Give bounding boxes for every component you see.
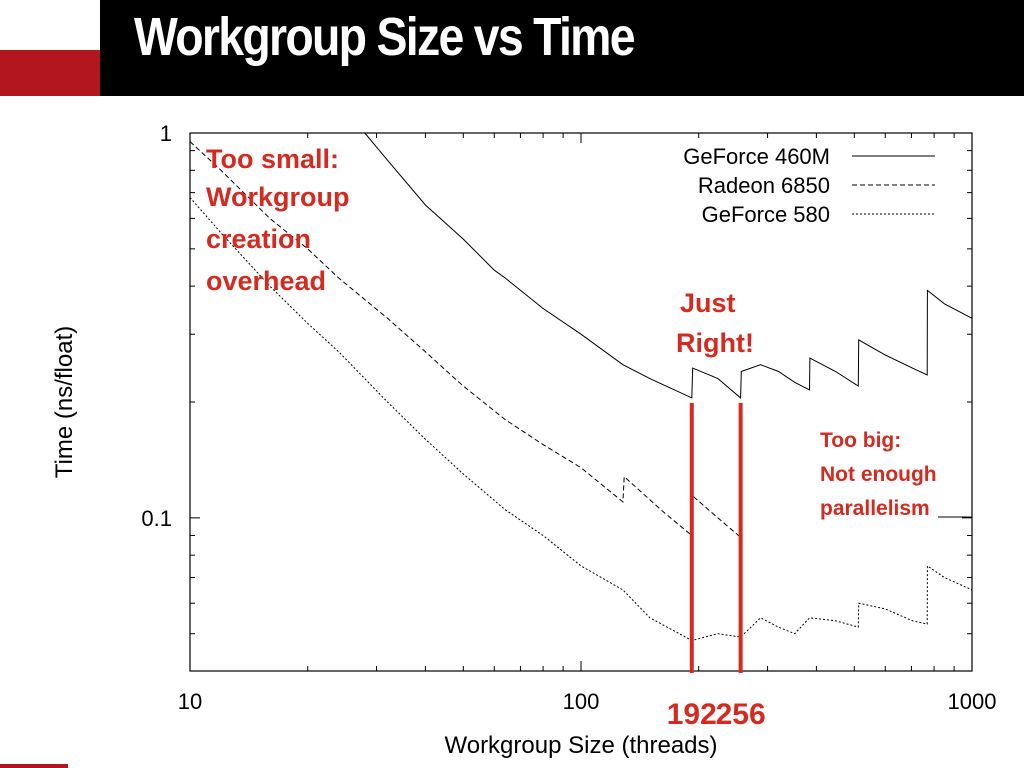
- axis-tick-labels: 10 100 1000 0.1 1: [141, 121, 996, 714]
- y-tick-label: 0.1: [141, 506, 172, 531]
- annotation-too-big: Too big: Not enough parallelism: [820, 429, 942, 520]
- annotation-line: Too big:: [820, 429, 901, 452]
- series-line-2: [189, 197, 973, 642]
- title-bar: [100, 0, 1024, 96]
- y-tick-label: 1: [160, 121, 172, 146]
- x-tick-label: 1000: [948, 689, 997, 714]
- legend: GeForce 460M Radeon 6850 GeForce 580: [683, 144, 935, 227]
- annotation-line: overhead: [206, 266, 326, 296]
- annotation-line: Right!: [676, 328, 754, 358]
- annotation-just-right: Just Right!: [676, 288, 754, 358]
- x-tick-label: 10: [178, 689, 202, 714]
- accent-bottom-bar: [0, 764, 68, 768]
- x-tick-label: 100: [563, 689, 600, 714]
- annotation-line: Not enough: [820, 463, 937, 486]
- axis-ticks: [189, 132, 973, 671]
- series-line-0: [364, 132, 973, 399]
- annotation-line: Too small:: [206, 144, 339, 174]
- annotation-line: Workgroup: [206, 182, 350, 212]
- marker-label-192: 192: [667, 698, 717, 731]
- x-axis-label: Workgroup Size (threads): [445, 732, 718, 759]
- series-lines: [189, 132, 973, 642]
- accent-bar: [0, 50, 100, 96]
- annotation-too-small: Too small: Workgroup creation overhead: [206, 144, 357, 296]
- legend-entry-label: Radeon 6850: [698, 173, 830, 198]
- y-axis-label: Time (ns/float): [51, 326, 78, 478]
- legend-entry-label: GeForce 580: [702, 202, 830, 227]
- marker-label-256: 256: [716, 698, 766, 731]
- slide-title: Workgroup Size vs Time: [134, 7, 636, 67]
- legend-entry-label: GeForce 460M: [683, 144, 830, 169]
- annotation-line: parallelism: [820, 497, 930, 520]
- annotation-line: creation: [206, 224, 311, 254]
- series-line-1: [189, 141, 741, 538]
- plot-frame: [189, 132, 973, 672]
- annotation-line: Just: [680, 288, 736, 318]
